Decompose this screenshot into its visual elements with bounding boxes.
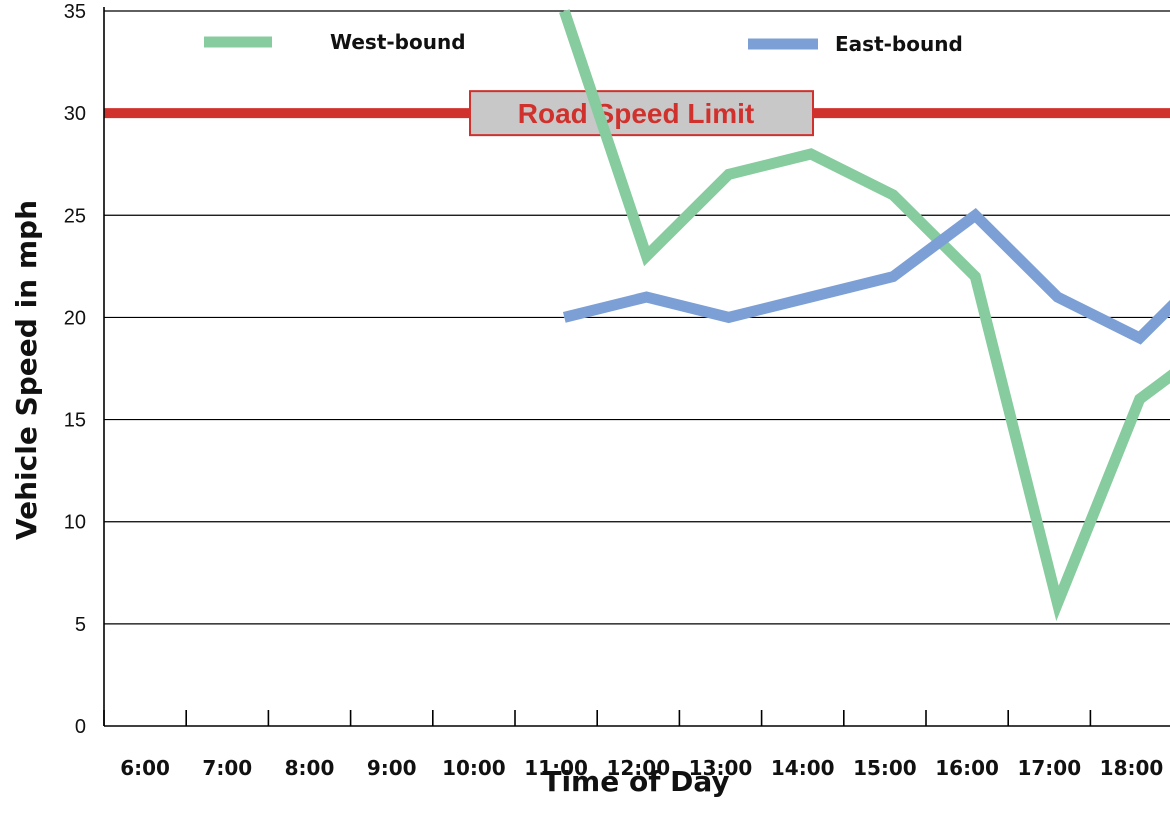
y-tick-label-35: 35 bbox=[64, 1, 86, 23]
x-tick-label-11:00: 11:00 bbox=[524, 756, 588, 780]
data-point-0-7 bbox=[1139, 398, 1141, 400]
data-point-1-2 bbox=[728, 316, 730, 318]
data-point-0-1 bbox=[646, 255, 648, 257]
y-tick-label-20: 20 bbox=[64, 307, 86, 329]
x-tick-label-10:00: 10:00 bbox=[442, 756, 506, 780]
legend-label-west-bound: West-bound bbox=[330, 30, 466, 54]
y-tick-label-10: 10 bbox=[64, 512, 86, 534]
x-tick-label-16:00: 16:00 bbox=[935, 756, 999, 780]
x-tick-label-14:00: 14:00 bbox=[771, 756, 835, 780]
legend: West-bound East-bound bbox=[204, 30, 963, 56]
x-tick-label-8:00: 8:00 bbox=[285, 756, 335, 780]
x-tick-label-6:00: 6:00 bbox=[120, 756, 170, 780]
data-point-0-0 bbox=[563, 10, 565, 12]
reference-line-group: Road Speed Limit bbox=[104, 90, 1170, 137]
data-point-1-1 bbox=[646, 296, 648, 298]
data-point-1-4 bbox=[892, 276, 894, 278]
y-tick-label-25: 25 bbox=[64, 205, 86, 227]
data-point-1-3 bbox=[810, 296, 812, 298]
data-point-0-5 bbox=[974, 276, 976, 278]
data-point-0-2 bbox=[728, 173, 730, 175]
x-tick-label-7:00: 7:00 bbox=[202, 756, 252, 780]
y-tick-label-15: 15 bbox=[64, 410, 86, 432]
data-point-0-3 bbox=[810, 153, 812, 155]
data-point-1-0 bbox=[563, 316, 565, 318]
data-point-1-6 bbox=[1057, 296, 1059, 298]
x-tick-label-9:00: 9:00 bbox=[367, 756, 417, 780]
x-tick-label-13:00: 13:00 bbox=[689, 756, 753, 780]
series-layer bbox=[559, 9, 1170, 622]
series-line-east-bound bbox=[562, 208, 1170, 345]
speed-limit-label: Road Speed Limit bbox=[518, 98, 754, 129]
data-point-0-4 bbox=[892, 194, 894, 196]
x-axis-title: Time of Day bbox=[542, 765, 729, 798]
data-point-0-6 bbox=[1057, 602, 1059, 604]
x-tick-label-15:00: 15:00 bbox=[853, 756, 917, 780]
speed-limit-label-box bbox=[469, 90, 814, 137]
legend-label-east-bound: East-bound bbox=[835, 32, 963, 56]
y-axis-title: Vehicle Speed in mph bbox=[10, 200, 43, 540]
x-tick-label-12:00: 12:00 bbox=[606, 756, 670, 780]
data-point-1-7 bbox=[1139, 337, 1141, 339]
axes: 0 5 10 15 20 25 30 35 6:00 7:00 8:00 9:00 10:00 11:00… bbox=[64, 1, 1170, 780]
x-tick-label-18:00: 18:00 bbox=[1100, 756, 1164, 780]
y-tick-label-30: 30 bbox=[64, 103, 86, 125]
data-point-1-5 bbox=[974, 214, 976, 216]
y-tick-label-5: 5 bbox=[75, 614, 86, 636]
y-tick-label-0: 0 bbox=[75, 716, 86, 738]
x-tick-label-17:00: 17:00 bbox=[1017, 756, 1081, 780]
